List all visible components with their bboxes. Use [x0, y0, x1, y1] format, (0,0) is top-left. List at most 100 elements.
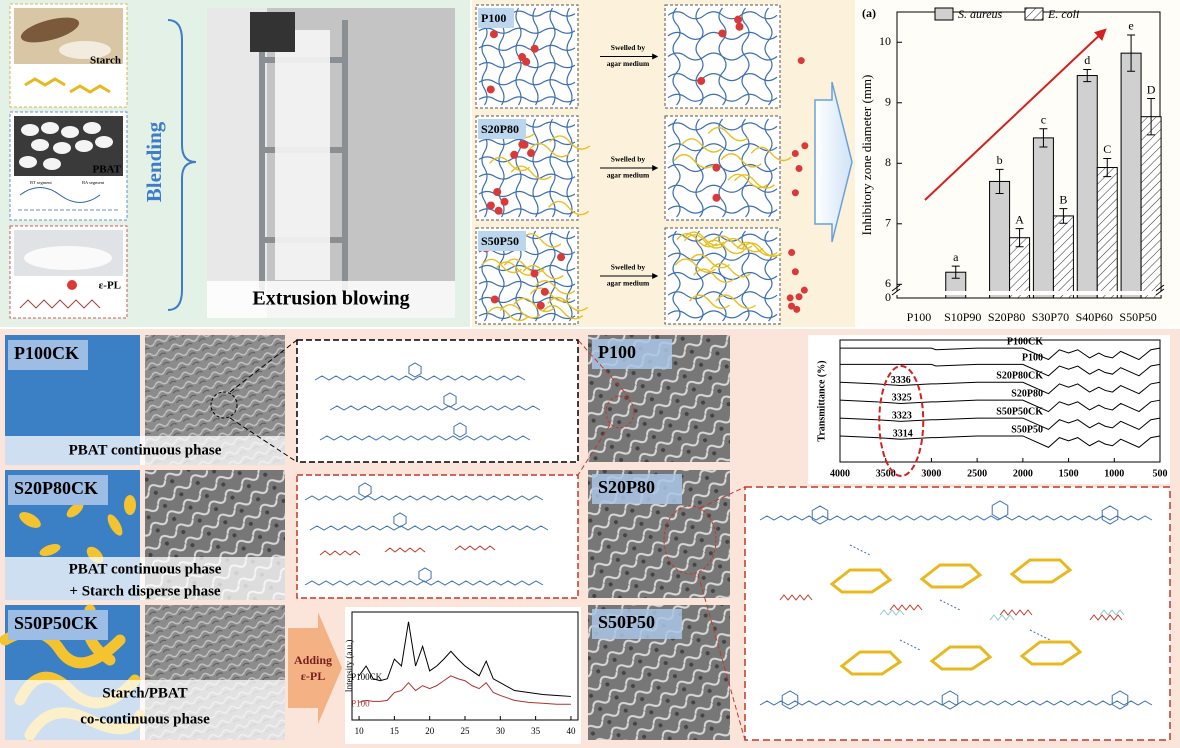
label-bg [592, 474, 682, 504]
starch-chain [727, 173, 769, 189]
x-tick-label: 40 [566, 726, 576, 736]
label-bg [8, 475, 108, 505]
chain [999, 609, 1033, 616]
pbat-chain [478, 173, 576, 180]
pbat-chain [667, 11, 778, 20]
pbat-chain [667, 310, 778, 319]
xrd-bg [345, 607, 581, 744]
significance-label: B [1059, 192, 1067, 206]
chain [1099, 609, 1125, 616]
series-line [840, 347, 1161, 361]
pbat-chain [667, 73, 778, 82]
starch-chain [681, 138, 722, 153]
starch-chain [688, 294, 730, 310]
x-tick-label: P100 [907, 310, 932, 324]
x-tick-label: S50P50 [1119, 310, 1156, 324]
pbat-chain [667, 205, 778, 214]
released-dot [800, 286, 808, 294]
starch-chain [720, 153, 762, 168]
label-bg [478, 231, 526, 251]
x-tick-label: 10 [355, 726, 365, 736]
bar [1140, 116, 1162, 299]
bar [1120, 52, 1142, 299]
series-line [358, 621, 571, 697]
x-tick-label: 35 [531, 726, 541, 736]
error-bar [1103, 157, 1112, 178]
y-tick-label: 9 [885, 95, 891, 109]
ring [941, 690, 959, 710]
chain [989, 614, 1015, 621]
x-tick-label: 2000 [1013, 468, 1033, 479]
chain [314, 375, 526, 381]
y-tick-label: 8 [885, 155, 891, 169]
released-dot [786, 294, 794, 302]
epl-dot [490, 295, 499, 304]
wall [207, 8, 267, 318]
starch-chain [683, 234, 725, 249]
caption: + Starch disperse phase [69, 583, 221, 599]
epl-dot [510, 150, 519, 159]
glucose [1009, 558, 1073, 584]
error-bar [1147, 98, 1156, 136]
x-tick-label: 20 [425, 726, 435, 736]
chem-box [296, 474, 579, 599]
label-bg [478, 8, 514, 28]
x-tick-label: S20P80 [988, 310, 1025, 324]
released-dot [795, 293, 803, 301]
axis-break [891, 291, 1166, 295]
series-label: P100CK [351, 672, 383, 682]
pbat-chain [695, 118, 704, 218]
cassava [20, 17, 80, 43]
ring [393, 512, 407, 528]
starch-chain [676, 232, 718, 248]
pbat-molecule [19, 187, 101, 203]
brace [167, 19, 197, 311]
starch-powder [59, 41, 111, 59]
chem-structures [304, 362, 549, 586]
series-label: S50P50CK [996, 406, 1043, 417]
series-label: S20P80CK [996, 371, 1043, 382]
peak-label: 3323 [892, 411, 912, 422]
epl-dot [500, 197, 509, 206]
adding-arrow [288, 612, 342, 724]
film [275, 30, 330, 280]
bar [1076, 75, 1098, 299]
zoom-circle [605, 395, 635, 429]
series-label: S20P80 [1011, 388, 1043, 399]
starch-chain [733, 174, 775, 189]
pbat-chain [764, 230, 773, 322]
sample-label: S20P80CK [14, 478, 98, 498]
peak-label: 3314 [893, 429, 913, 440]
starch-chain [503, 258, 545, 274]
chain [759, 515, 1153, 521]
caption: Extrusion blowing [252, 288, 409, 310]
pbat-chain [667, 93, 778, 102]
bar [1052, 215, 1074, 299]
plot-frame [839, 339, 1161, 463]
starch-chain [549, 135, 591, 150]
ring [1111, 690, 1129, 710]
caption-bg [5, 680, 285, 740]
chem-box [296, 339, 579, 463]
segment-label: BA segment [82, 180, 105, 185]
pbat-chain [566, 7, 573, 106]
epl-dot [540, 287, 549, 296]
sem-label: S20P80 [598, 477, 655, 497]
bar [1096, 167, 1118, 299]
y-tick-label: 7 [885, 216, 891, 230]
pbat-chain [478, 280, 576, 288]
error-bar [1039, 128, 1048, 148]
significance-label: D [1147, 82, 1156, 96]
series-line [839, 435, 1161, 448]
epl-dot [530, 269, 539, 278]
pbat-chain [718, 7, 727, 106]
error-bar [1127, 34, 1136, 72]
error-bar [1059, 208, 1068, 224]
epl-powder [24, 246, 112, 270]
significance-label: C [1103, 142, 1111, 156]
glucose [929, 645, 993, 671]
released-dot [793, 305, 801, 313]
epl-dot [489, 30, 498, 39]
epl-dot [67, 280, 77, 290]
